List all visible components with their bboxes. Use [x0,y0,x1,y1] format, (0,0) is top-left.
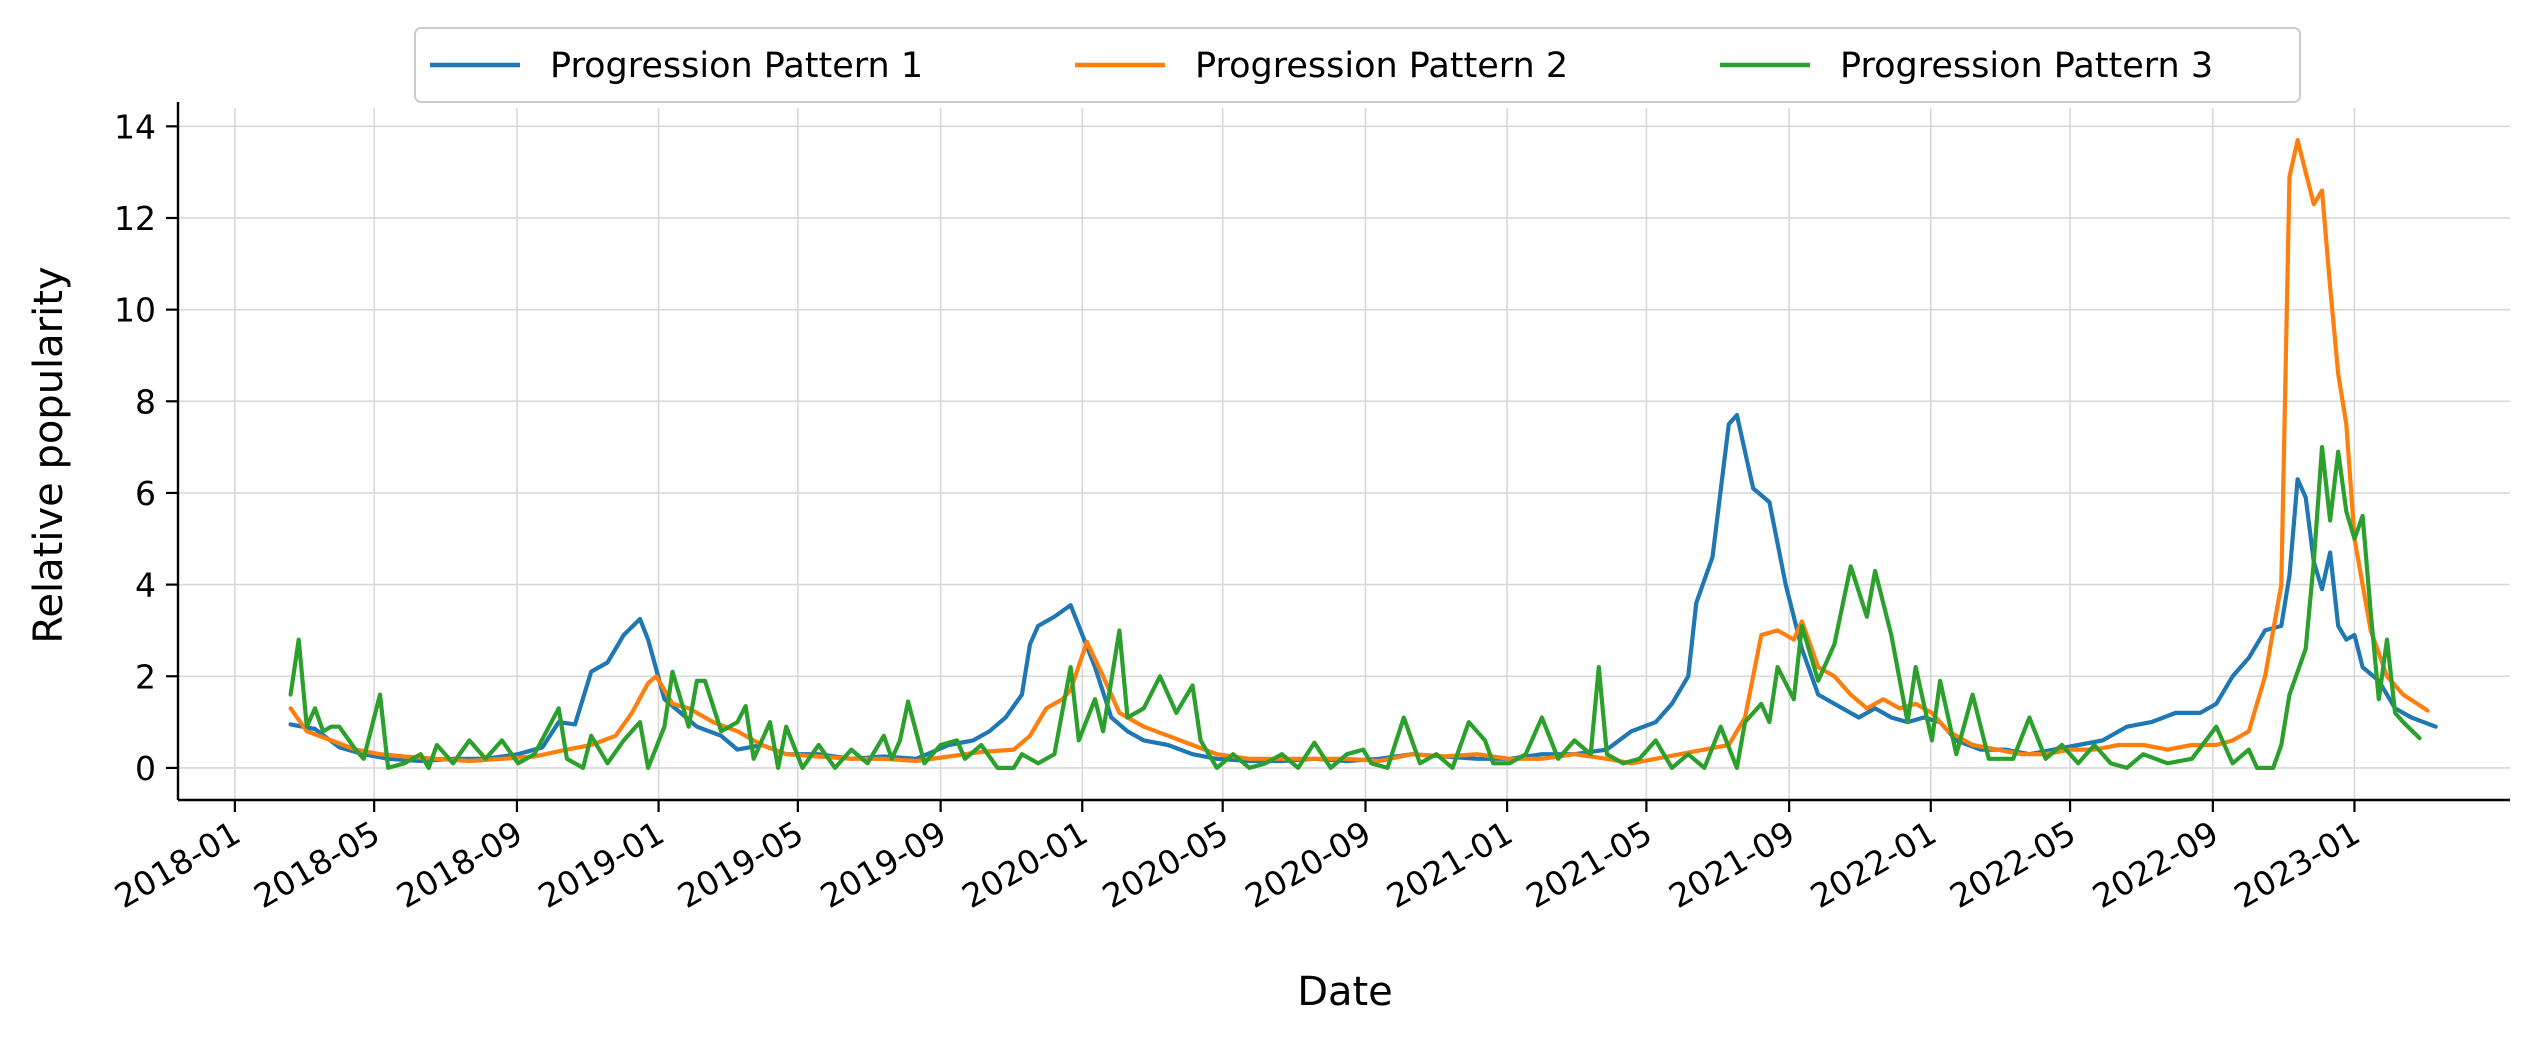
x-tick-label: 2020-01 [955,813,1094,916]
y-tick-label: 4 [135,566,156,605]
legend-label-1: Progression Pattern 1 [550,46,923,86]
y-tick-label: 6 [135,474,156,513]
series-line-1 [288,412,2438,764]
x-tick-label: 2022-05 [1943,813,2082,916]
y-tick-label: 12 [114,199,156,238]
y-tick-label: 14 [114,107,156,146]
y-tick-label: 2 [135,657,156,696]
x-tick-label: 2021-01 [1380,813,1519,916]
legend-label-2: Progression Pattern 2 [1195,46,1568,86]
y-tick-label: 0 [135,749,156,788]
series-line-2 [288,138,2430,766]
x-tick-label: 2021-09 [1662,813,1801,916]
y-axis-title: Relative popularity [26,266,72,643]
legend-box [414,27,2301,103]
x-tick-label: 2018-01 [108,813,247,916]
x-tick-label: 2019-01 [532,813,671,916]
series-lines [288,138,2438,770]
legend-label-3: Progression Pattern 3 [1840,46,2213,86]
x-tick-label: 2022-09 [2086,813,2225,916]
x-tick-label: 2018-09 [390,813,529,916]
grid [178,108,2510,800]
x-tick-label: 2021-05 [1519,813,1658,916]
x-tick-label: 2019-09 [814,813,953,916]
legend: Progression Pattern 1 Progression Pattern… [414,27,2301,103]
y-tick-label: 10 [114,291,156,330]
y-tick-label: 8 [135,382,156,421]
x-axis-title: Date [1297,969,1393,1015]
x-tick-label: 2019-05 [671,813,810,916]
x-tick-label: 2023-01 [2228,813,2367,916]
series-line-3 [288,445,2422,770]
x-tick-label: 2020-05 [1096,813,1235,916]
x-tick-label: 2022-01 [1804,813,1943,916]
x-tick-label: 2020-09 [1239,813,1378,916]
x-tick-label: 2018-05 [247,813,386,916]
